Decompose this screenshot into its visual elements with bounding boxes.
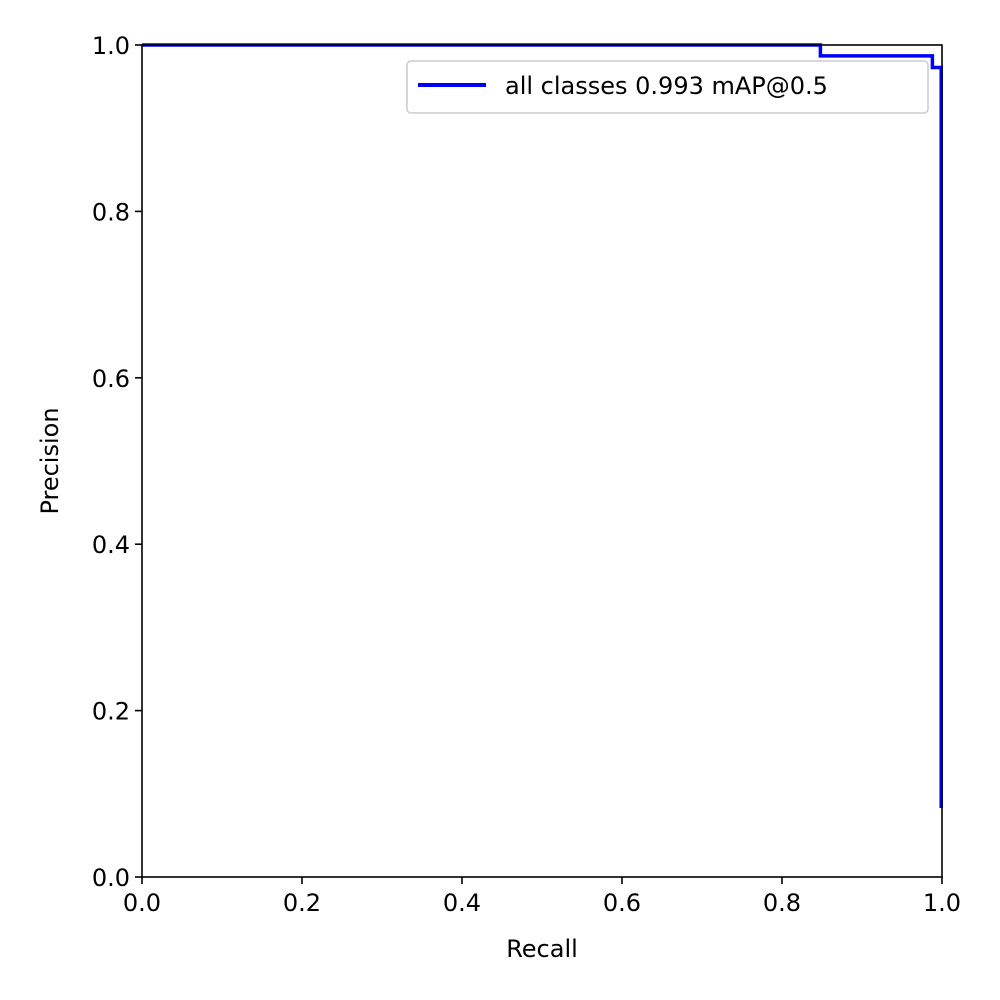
x-tick-label: 0.0 bbox=[123, 889, 161, 917]
plot-area bbox=[142, 45, 942, 877]
y-tick-label: 1.0 bbox=[92, 32, 130, 60]
legend-frame bbox=[406, 60, 929, 114]
y-axis-ticks: 0.0 0.2 0.4 0.6 0.8 1.0 bbox=[92, 32, 142, 892]
x-tick-label: 0.4 bbox=[443, 889, 481, 917]
x-axis-ticks: 0.0 0.2 0.4 0.6 0.8 1.0 bbox=[123, 877, 961, 917]
y-axis-title: Precision bbox=[36, 407, 64, 514]
x-tick-label: 1.0 bbox=[923, 889, 961, 917]
x-axis-title: Recall bbox=[506, 935, 578, 963]
y-tick-label: 0.0 bbox=[92, 864, 130, 892]
y-tick-label: 0.6 bbox=[92, 365, 130, 393]
x-tick-label: 0.6 bbox=[603, 889, 641, 917]
x-tick-label: 0.2 bbox=[283, 889, 321, 917]
x-tick-label: 0.8 bbox=[763, 889, 801, 917]
plot-frame bbox=[141, 44, 943, 878]
y-tick-label: 0.8 bbox=[92, 198, 130, 226]
y-tick-label: 0.2 bbox=[92, 698, 130, 726]
legend-entry-label: all classes 0.993 mAP@0.5 bbox=[505, 72, 828, 100]
y-tick-label: 0.4 bbox=[92, 531, 130, 559]
legend: all classes 0.993 mAP@0.5 bbox=[406, 60, 929, 114]
